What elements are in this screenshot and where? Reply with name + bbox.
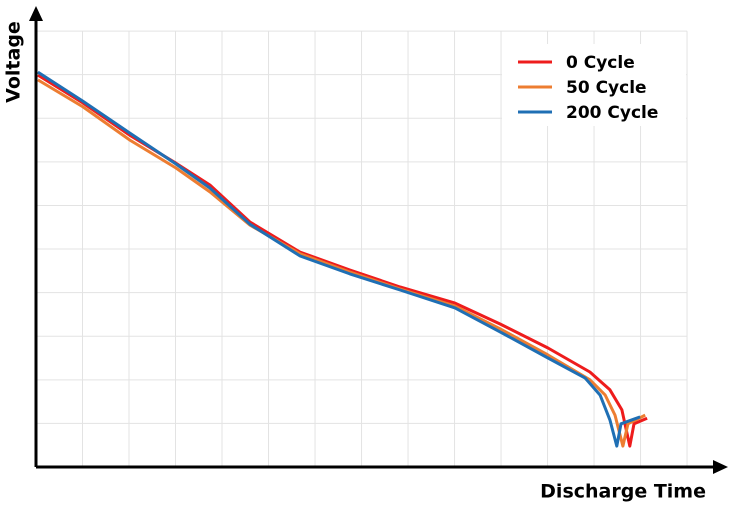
legend-label: 50 Cycle [566, 78, 647, 98]
x-axis-arrow [713, 460, 728, 474]
axes [29, 6, 728, 474]
legend-label: 200 Cycle [566, 103, 658, 123]
legend: 0 Cycle 50 Cycle 200 Cycle [518, 53, 658, 123]
x-axis-label: Discharge Time [540, 481, 706, 503]
legend-label: 0 Cycle [566, 53, 635, 73]
line-series [37, 70, 641, 448]
y-axis-arrow [29, 6, 43, 21]
y-axis-label: Voltage [3, 21, 25, 103]
plot-area [37, 70, 648, 448]
